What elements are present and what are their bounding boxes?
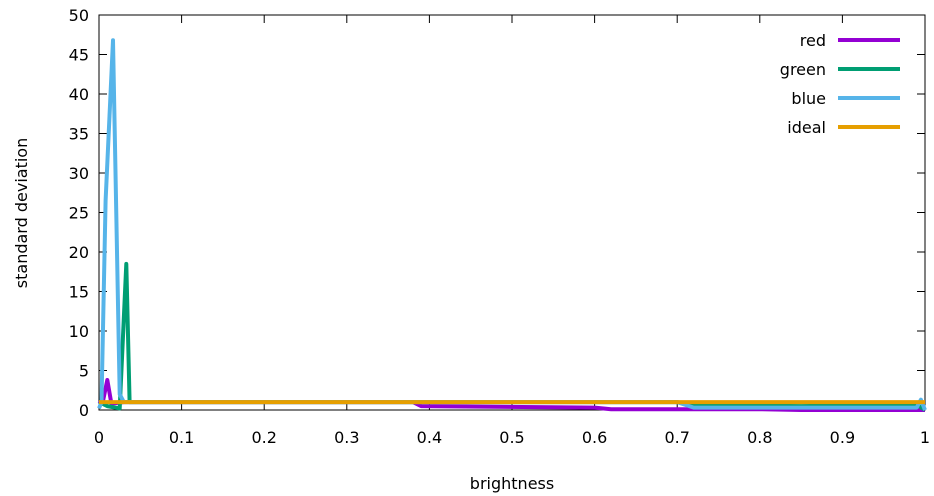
x-tick-label: 0.8 xyxy=(747,428,772,447)
legend-label-ideal: ideal xyxy=(787,118,826,137)
x-tick-label: 0.6 xyxy=(582,428,607,447)
y-axis-label: standard deviation xyxy=(12,138,31,288)
x-tick-label: 0.2 xyxy=(251,428,276,447)
x-axis-label: brightness xyxy=(470,474,554,493)
x-tick-label: 0.1 xyxy=(169,428,194,447)
y-tick-label: 30 xyxy=(69,164,89,183)
x-tick-label: 0.5 xyxy=(499,428,524,447)
x-tick-label: 0.3 xyxy=(334,428,359,447)
y-tick-label: 35 xyxy=(69,125,89,144)
y-tick-label: 50 xyxy=(69,6,89,25)
x-tick-label: 0.4 xyxy=(417,428,442,447)
x-tick-label: 0 xyxy=(94,428,104,447)
legend: red green blue ideal xyxy=(780,31,900,137)
y-tick-label: 40 xyxy=(69,85,89,104)
y-tick-label: 20 xyxy=(69,243,89,262)
x-tick-label: 1 xyxy=(920,428,930,447)
y-tick-label: 5 xyxy=(79,362,89,381)
y-tick-label: 15 xyxy=(69,283,89,302)
legend-label-blue: blue xyxy=(791,89,826,108)
axes: 0 5 10 15 20 25 30 35 40 45 50 0 0.1 0.2 0.3 0.4 0.5 0.6 0… xyxy=(69,6,930,447)
y-tick-label: 0 xyxy=(79,401,89,420)
series-line-green xyxy=(98,261,927,412)
y-tick-label: 25 xyxy=(69,204,89,223)
x-tick-label: 0.7 xyxy=(664,428,689,447)
series-layer xyxy=(97,38,927,412)
x-tick-label: 0.9 xyxy=(830,428,855,447)
legend-label-green: green xyxy=(780,60,826,79)
y-tick-label: 45 xyxy=(69,46,89,65)
y-tick-label: 10 xyxy=(69,322,89,341)
legend-label-red: red xyxy=(800,31,826,50)
